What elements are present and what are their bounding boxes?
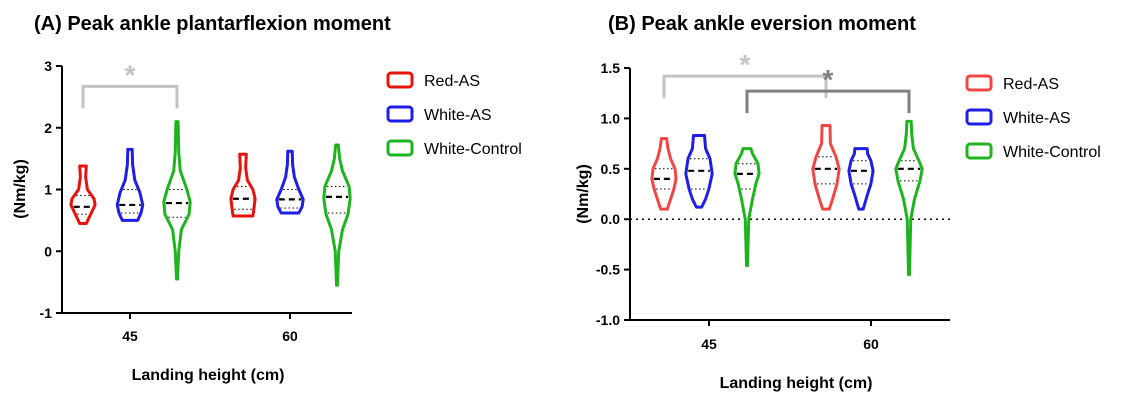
significance-star: * <box>823 64 834 95</box>
significance-star: * <box>740 49 751 80</box>
panel-a: (A) Peak ankle plantarflexion moment -1 0… <box>12 13 522 384</box>
violin-outline <box>847 147 875 211</box>
panel-a-y-axis-label: (Nm/kg) <box>12 159 29 219</box>
panel-b-plot-area: -1.0 -0.5 0.0 0.5 1.0 1.5 45 60 * * <box>596 49 950 352</box>
legend-label: White-Control <box>424 141 522 158</box>
panel-a-x-axis-label: Landing height (cm) <box>132 367 285 384</box>
panel-b-y-tick-label: 0.5 <box>601 161 621 177</box>
panel-a-legend: Red-AS White-AS White-Control <box>386 71 522 158</box>
panel-b-y-tick-label: 1.0 <box>601 110 621 126</box>
legend-label: White-AS <box>424 107 492 124</box>
panel-b-x-tick-label: 60 <box>863 336 879 352</box>
violin-outline <box>115 147 145 222</box>
panel-b-violin-white-control-60 <box>894 119 924 277</box>
panel-b-y-tick-label: 1.5 <box>601 60 621 76</box>
panel-a-y-tick-label: 2 <box>44 120 52 136</box>
panel-b-significance-bracket: * <box>745 64 911 114</box>
panel-a-y-tick-label: 3 <box>44 58 52 74</box>
legend-swatch <box>386 105 414 123</box>
legend-swatch <box>386 139 414 157</box>
panel-b-legend-item: Red-AS <box>965 74 1059 93</box>
panel-a-legend-item: White-AS <box>386 105 492 124</box>
violin-outline <box>69 164 97 225</box>
panel-a-y-tick-label: 0 <box>44 243 52 259</box>
panel-a-legend-item: Red-AS <box>386 71 480 90</box>
panel-a-violin-red-as-60 <box>229 152 257 218</box>
legend-label: Red-AS <box>1003 76 1059 93</box>
significance-star: * <box>125 59 136 90</box>
violin-outline <box>275 149 305 215</box>
legend-label: Red-AS <box>424 73 480 90</box>
panel-b-y-tick-label: -1.0 <box>596 312 620 328</box>
panel-b-y-axis-label: (Nm/kg) <box>575 164 592 224</box>
bracket-line <box>662 74 828 99</box>
violin-outline <box>229 152 257 218</box>
legend-swatch <box>965 142 993 160</box>
bracket-line <box>745 89 911 114</box>
panel-a-significance-bracket: * <box>81 59 179 109</box>
panel-b-violin-white-as-45 <box>684 134 714 209</box>
bracket-line <box>81 84 179 109</box>
panel-b-x-axis-label: Landing height (cm) <box>720 375 873 392</box>
panel-a-violin-white-control-60 <box>322 143 352 287</box>
panel-a-y-tick-label: -1 <box>40 305 53 321</box>
panel-b-legend: Red-AS White-AS White-Control <box>965 74 1101 161</box>
panel-a-violin-red-as-45 <box>69 164 97 225</box>
legend-swatch <box>965 74 993 92</box>
violin-outline <box>322 143 352 287</box>
panel-a-title: (A) Peak ankle plantarflexion moment <box>34 13 391 35</box>
panel-a-y-tick-label: 1 <box>44 182 52 198</box>
panel-a-x-tick-label: 60 <box>282 328 298 344</box>
panel-a-violin-white-as-60 <box>275 149 305 215</box>
panel-b-legend-item: White-AS <box>965 108 1071 127</box>
panel-b-violin-red-as-60 <box>811 123 841 211</box>
panel-b-violin-red-as-45 <box>650 137 678 211</box>
legend-label: White-Control <box>1003 144 1101 161</box>
panel-b-violin-white-control-45 <box>733 147 761 268</box>
panel-b-y-tick-label: 0.0 <box>601 211 621 227</box>
panel-a-plot-area: -1 0 1 2 3 45 60 * <box>40 58 352 344</box>
violin-outline <box>894 119 924 277</box>
panel-b-legend-item: White-Control <box>965 142 1101 161</box>
panel-a-legend-item: White-Control <box>386 139 522 158</box>
panel-a-violin-white-control-45 <box>162 120 192 281</box>
legend-swatch <box>965 108 993 126</box>
violin-outline <box>733 147 761 268</box>
panel-a-x-tick-label: 45 <box>122 328 138 344</box>
violin-outline <box>811 123 841 211</box>
panel-b: (B) Peak ankle eversion moment -1.0 -0.5 0… <box>575 13 1101 392</box>
legend-swatch <box>386 71 414 89</box>
violin-outline <box>650 137 678 211</box>
panel-b-title: (B) Peak ankle eversion moment <box>608 13 916 35</box>
violin-outline <box>162 120 192 281</box>
panel-b-y-tick-label: -0.5 <box>596 262 620 278</box>
panel-b-x-tick-label: 45 <box>701 336 717 352</box>
panel-b-significance-bracket: * <box>662 49 828 99</box>
panel-a-violin-white-as-45 <box>115 147 145 222</box>
panel-b-violin-white-as-60 <box>847 147 875 211</box>
legend-label: White-AS <box>1003 110 1071 127</box>
